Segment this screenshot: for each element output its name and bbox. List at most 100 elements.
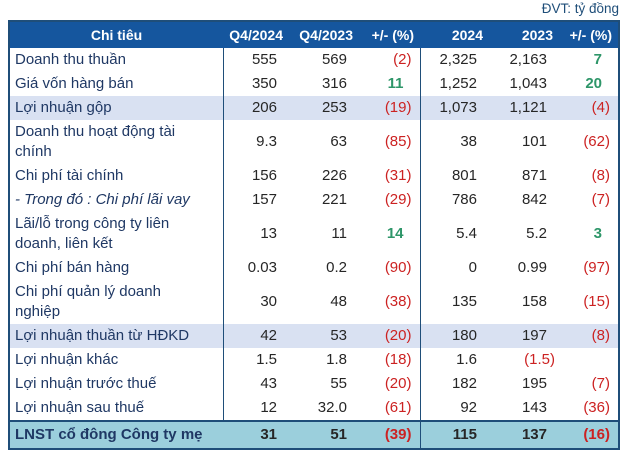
- cell: (7): [591, 375, 610, 392]
- row-label: Lợi nhuận gộp: [9, 96, 223, 120]
- unit-label: ĐVT: tỷ đồng: [541, 1, 619, 16]
- cell: 5.4: [419, 212, 493, 256]
- cell: (16): [563, 420, 619, 449]
- cell: (8): [563, 324, 619, 348]
- cell: 20: [585, 75, 602, 92]
- row-label: - Trong đó : Chi phí lãi vay: [15, 191, 190, 208]
- col-header-2024: 2024: [420, 21, 493, 48]
- table-row: Lợi nhuận gộp 206 253 (19) 1,073 1,121 (4): [9, 96, 619, 120]
- cell: 3: [593, 225, 602, 242]
- cell: (8): [591, 167, 610, 184]
- cell: 30: [222, 280, 293, 324]
- row-label: Chi phí quản lý doanh nghiệp: [15, 283, 161, 320]
- cell: 1,121: [493, 96, 563, 120]
- cell: 182: [419, 372, 493, 396]
- header-row: Chi tiêu Q4/2024 Q4/2023 +/- (%) 2024 20…: [9, 21, 619, 48]
- cell: (18): [384, 351, 412, 368]
- cell: 1,252: [419, 72, 493, 96]
- cell: 316: [321, 75, 347, 92]
- cell: 226: [321, 167, 347, 184]
- cell: (1.5): [524, 351, 555, 368]
- cell: 7: [593, 51, 602, 68]
- table-row: Lợi nhuận sau thuế 12 32.0 (61) 92 143 (36): [9, 396, 619, 421]
- cell: (31): [384, 167, 412, 184]
- cell: 31: [223, 420, 293, 449]
- cell: 197: [493, 324, 563, 348]
- cell: 842: [521, 191, 547, 208]
- col-header-q4-2023: Q4/2023: [293, 21, 363, 48]
- table-row: Lãi/lỗ trong công ty liên doanh, liên kế…: [9, 212, 619, 256]
- col-header-q4-change: +/- (%): [363, 21, 420, 48]
- cell: 48: [330, 293, 347, 310]
- cell: (85): [384, 133, 412, 150]
- row-label: Lãi/lỗ trong công ty liên doanh, liên kế…: [15, 215, 170, 252]
- table-body: Doanh thu thuần 555 569 (2) 2,325 2,163 7 Giá v…: [9, 48, 619, 449]
- cell: 555: [222, 48, 293, 72]
- cell: (97): [583, 259, 610, 276]
- table-row: Doanh thu hoạt động tài chính 9.3 63 (85) 38…: [9, 120, 619, 164]
- cell: 253: [293, 96, 363, 120]
- cell: 1,043: [509, 75, 547, 92]
- cell: 221: [321, 191, 347, 208]
- cell: 157: [222, 188, 293, 212]
- table-row: Lợi nhuận khác 1.5 1.8 (18) 1.6 (1.5): [9, 348, 619, 372]
- cell: (2): [393, 51, 412, 68]
- cell: (7): [591, 191, 610, 208]
- cell: 801: [419, 164, 493, 188]
- table-row: Chi phí bán hàng 0.03 0.2 (90) 0 0.99 (97): [9, 256, 619, 280]
- cell: 43: [222, 372, 293, 396]
- cell: 206: [222, 96, 293, 120]
- cell: 786: [419, 188, 493, 212]
- cell: 137: [493, 420, 563, 449]
- row-label: Chi phí bán hàng: [15, 259, 130, 276]
- cell: 115: [419, 420, 493, 449]
- cell: 38: [419, 120, 493, 164]
- cell: 32.0: [317, 399, 347, 416]
- cell: 9.3: [222, 120, 293, 164]
- cell: 0.99: [517, 259, 547, 276]
- row-label: Lợi nhuận thuần từ HĐKD: [9, 324, 223, 348]
- table-row: Chi phí tài chính 156 226 (31) 801 871 (8): [9, 164, 619, 188]
- row-label: Giá vốn hàng bán: [15, 75, 134, 92]
- row-label: Lợi nhuận khác: [15, 351, 119, 368]
- cell: 0.03: [222, 256, 293, 280]
- cell: 12: [222, 396, 293, 421]
- col-header-year-change: +/- (%): [563, 21, 619, 48]
- cell: 2,325: [419, 48, 493, 72]
- table-row: Doanh thu thuần 555 569 (2) 2,325 2,163 7: [9, 48, 619, 72]
- cell: 53: [293, 324, 363, 348]
- cell: (20): [384, 375, 412, 392]
- table-row: LNST cổ đông Công ty mẹ 31 51 (39) 115 137 (16…: [9, 420, 619, 449]
- cell: 1.5: [222, 348, 293, 372]
- cell: (39): [363, 420, 420, 449]
- table-row: Chi phí quản lý doanh nghiệp 30 48 (38) 135 1…: [9, 280, 619, 324]
- cell: 2,163: [509, 51, 547, 68]
- cell: 350: [222, 72, 293, 96]
- col-header-label: Chi tiêu: [9, 21, 223, 48]
- cell: 180: [419, 324, 493, 348]
- cell: 871: [521, 167, 547, 184]
- table-row: - Trong đó : Chi phí lãi vay 157 221 (29) 78…: [9, 188, 619, 212]
- cell: (61): [384, 399, 412, 416]
- table-row: Lợi nhuận trước thuế 43 55 (20) 182 195 (7): [9, 372, 619, 396]
- cell: 51: [293, 420, 363, 449]
- financial-table: Chi tiêu Q4/2024 Q4/2023 +/- (%) 2024 20…: [8, 20, 620, 450]
- table-row: Lợi nhuận thuần từ HĐKD 42 53 (20) 180 197 (8): [9, 324, 619, 348]
- cell: (15): [583, 293, 610, 310]
- col-header-q4-2024: Q4/2024: [223, 21, 293, 48]
- row-label: Lợi nhuận sau thuế: [15, 399, 145, 416]
- cell: (4): [563, 96, 619, 120]
- cell: 1.6: [419, 348, 493, 372]
- cell: (29): [384, 191, 412, 208]
- cell: 1,073: [419, 96, 493, 120]
- cell: 5.2: [526, 225, 547, 242]
- cell: 11: [387, 75, 404, 92]
- cell: (20): [363, 324, 420, 348]
- cell: 156: [222, 164, 293, 188]
- cell: 0.2: [326, 259, 347, 276]
- cell: 11: [331, 225, 347, 242]
- table-row: Giá vốn hàng bán 350 316 11 1,252 1,043 20: [9, 72, 619, 96]
- cell: 0: [419, 256, 493, 280]
- row-label: LNST cổ đông Công ty mẹ: [9, 420, 223, 449]
